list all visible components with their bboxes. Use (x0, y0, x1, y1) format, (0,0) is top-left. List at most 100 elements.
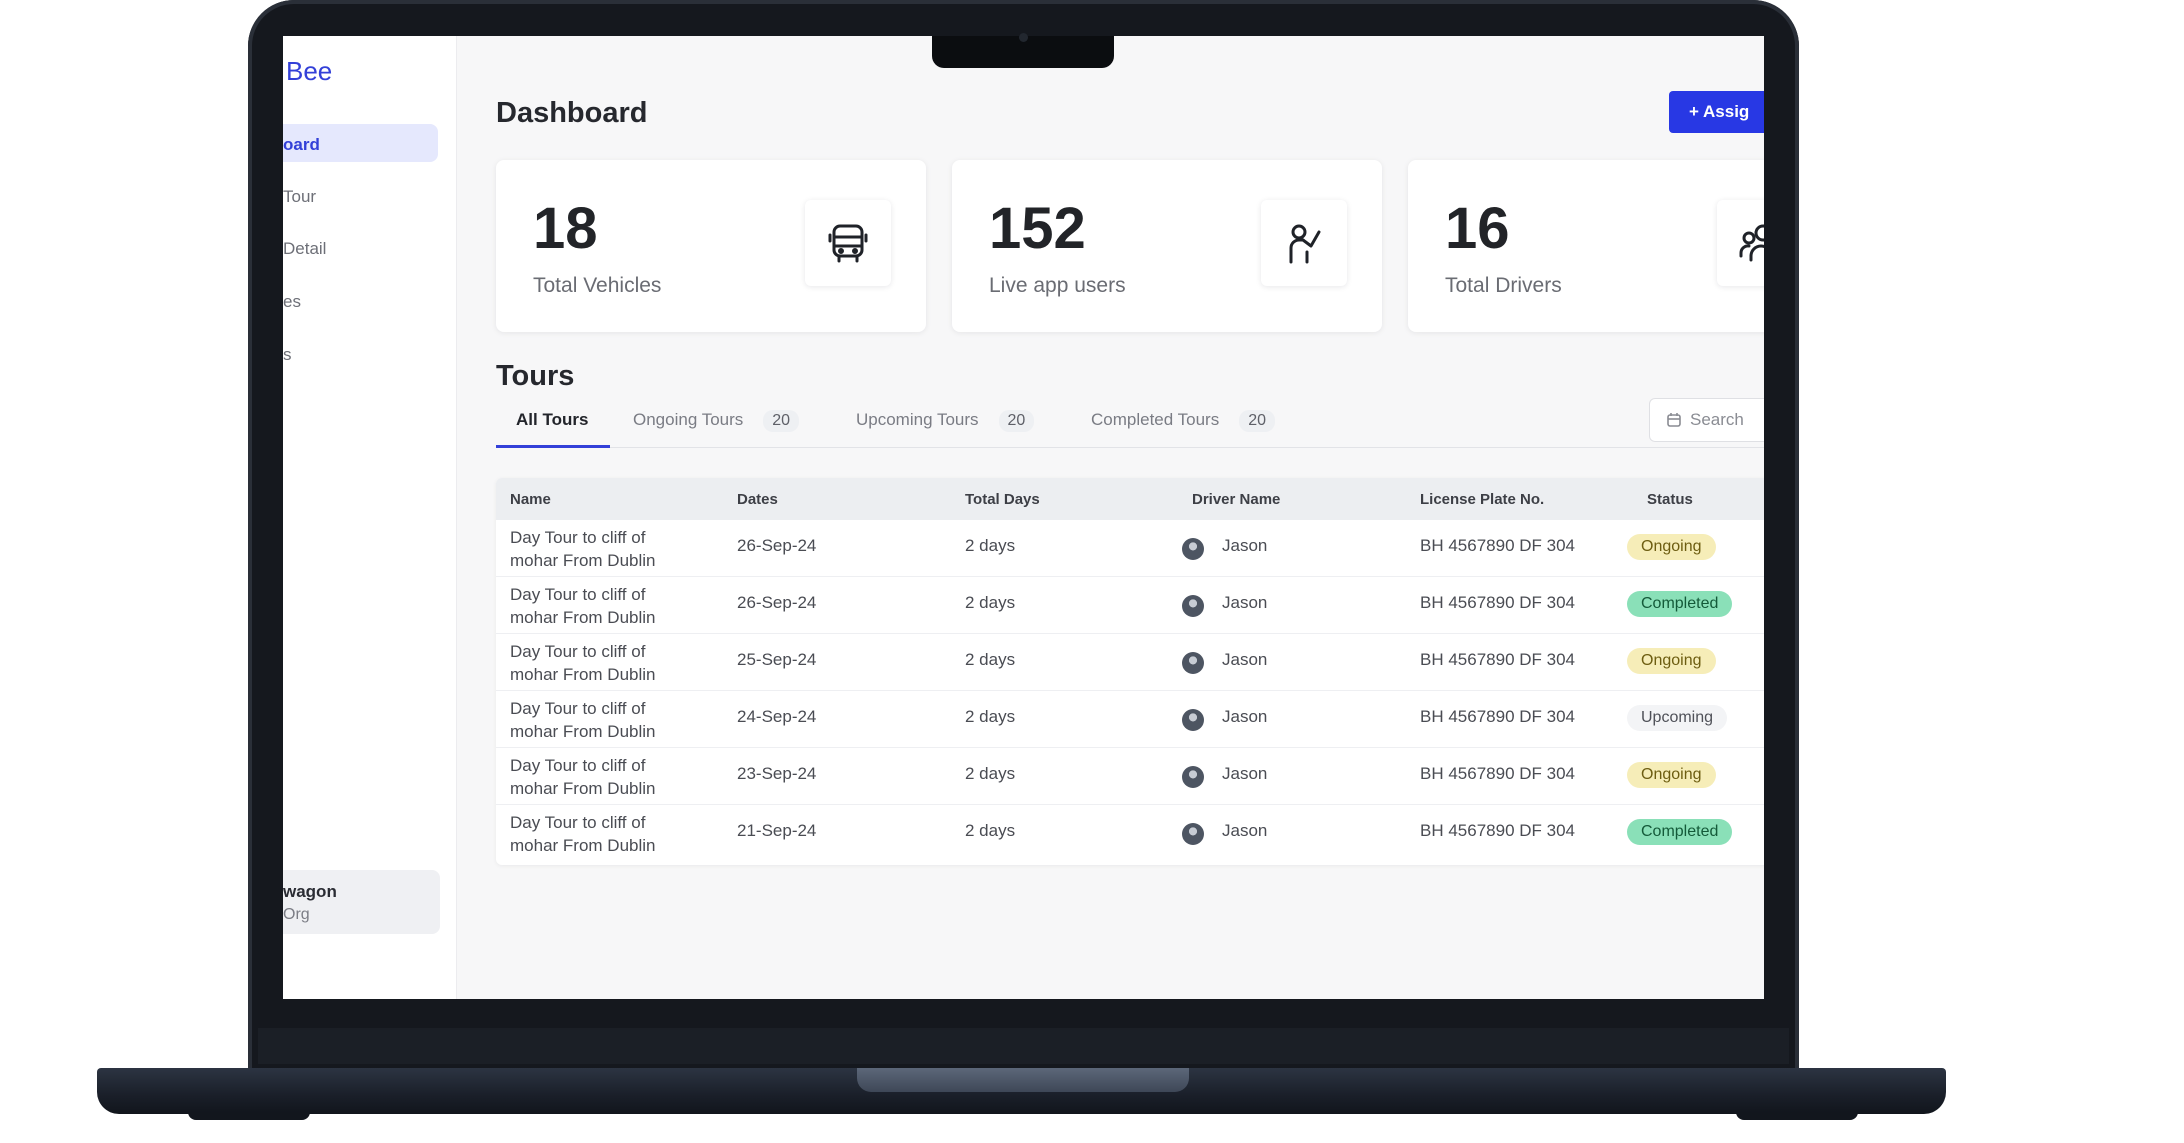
tour-name: Day Tour to cliff of mohar From Dublin (510, 813, 656, 855)
license-plate: BH 4567890 DF 304 (1420, 764, 1575, 783)
sidebar-item-drivers[interactable]: s (283, 345, 292, 364)
tour-date: 26-Sep-24 (737, 536, 817, 555)
license-plate: BH 4567890 DF 304 (1420, 536, 1575, 555)
table-row[interactable]: Day Tour to cliff of mohar From Dublin 2… (496, 805, 1764, 862)
status-badge: Ongoing (1627, 534, 1716, 560)
laptop-bezel-chin (258, 1028, 1789, 1064)
user-wave-icon (1261, 200, 1347, 286)
tour-name: Day Tour to cliff of mohar From Dublin (510, 528, 656, 570)
status-badge: Ongoing (1627, 762, 1716, 788)
license-plate: BH 4567890 DF 304 (1420, 593, 1575, 612)
sidebar-item-tour[interactable]: Tour (283, 187, 317, 206)
tour-date: 21-Sep-24 (737, 821, 817, 840)
calendar-icon (1666, 412, 1682, 433)
sidebar-item-vehicles[interactable]: es (283, 292, 301, 311)
laptop-foot-right (1736, 1112, 1858, 1120)
driver-name: Jason (1222, 707, 1268, 726)
table-header: Name Dates Total Days Driver Name Licens… (496, 478, 1764, 520)
stat-label: Live app users (989, 274, 1126, 297)
tab-count: 20 (998, 410, 1035, 432)
tour-days: 2 days (965, 536, 1016, 555)
search-placeholder: Search (1690, 410, 1744, 429)
tab-label: Upcoming Tours (856, 410, 979, 429)
users-icon (1717, 200, 1764, 286)
tour-days: 2 days (965, 821, 1016, 840)
page-title: Dashboard (496, 97, 648, 129)
avatar (1182, 823, 1204, 845)
tab-label: Ongoing Tours (633, 410, 744, 429)
status-badge: Completed (1627, 819, 1733, 845)
stat-value: 16 (1445, 196, 1510, 261)
stat-label: Total Drivers (1445, 274, 1562, 297)
license-plate: BH 4567890 DF 304 (1420, 821, 1575, 840)
tour-date: 23-Sep-24 (737, 764, 817, 783)
status-badge: Completed (1627, 591, 1733, 617)
tour-date: 25-Sep-24 (737, 650, 817, 669)
laptop-foot-left (188, 1112, 310, 1120)
driver-name: Jason (1222, 650, 1268, 669)
active-tab-indicator (496, 445, 610, 448)
tours-title: Tours (496, 360, 575, 392)
stat-card-users: 152 Live app users (952, 160, 1382, 332)
app-screen: Bee oard Tour Detail es s wagon Org Dash… (283, 36, 1764, 999)
tours-table: Name Dates Total Days Driver Name Licens… (496, 478, 1764, 865)
driver-name: Jason (1222, 764, 1268, 783)
driver-name: Jason (1222, 536, 1268, 555)
avatar (1182, 538, 1204, 560)
stat-value: 18 (533, 196, 598, 261)
column-header-status[interactable]: Status (1647, 491, 1693, 508)
search-input[interactable]: Search (1649, 398, 1764, 442)
tab-ongoing-tours[interactable]: Ongoing Tours 20 (633, 410, 800, 432)
tab-all-tours[interactable]: All Tours (516, 410, 588, 430)
tabs-divider (496, 447, 1764, 448)
column-header-total-days[interactable]: Total Days (965, 491, 1040, 508)
avatar (1182, 709, 1204, 731)
sidebar-item-dashboard[interactable]: oard (283, 124, 438, 162)
tab-label: Completed Tours (1091, 410, 1220, 429)
status-badge: Ongoing (1627, 648, 1716, 674)
tour-days: 2 days (965, 707, 1016, 726)
tab-upcoming-tours[interactable]: Upcoming Tours 20 (856, 410, 1035, 432)
table-row[interactable]: Day Tour to cliff of mohar From Dublin 2… (496, 520, 1764, 577)
org-switcher[interactable]: wagon Org (283, 870, 440, 934)
column-header-name[interactable]: Name (510, 491, 551, 508)
stat-card-drivers: 16 Total Drivers (1408, 160, 1764, 332)
brand-logo[interactable]: Bee (286, 56, 333, 86)
assign-button[interactable]: + Assig (1669, 91, 1764, 133)
org-subtitle: Org (283, 906, 310, 923)
table-row[interactable]: Day Tour to cliff of mohar From Dublin 2… (496, 634, 1764, 691)
bus-icon (805, 200, 891, 286)
stat-label: Total Vehicles (533, 274, 662, 297)
tour-days: 2 days (965, 650, 1016, 669)
camera-icon (1019, 33, 1028, 42)
status-badge: Upcoming (1627, 705, 1728, 731)
tab-count: 20 (763, 410, 800, 432)
table-row[interactable]: Day Tour to cliff of mohar From Dublin 2… (496, 577, 1764, 634)
table-row[interactable]: Day Tour to cliff of mohar From Dublin 2… (496, 748, 1764, 805)
laptop-base-groove (857, 1068, 1189, 1092)
tour-name: Day Tour to cliff of mohar From Dublin (510, 585, 656, 627)
license-plate: BH 4567890 DF 304 (1420, 707, 1575, 726)
tab-label: All Tours (516, 410, 589, 429)
tour-date: 24-Sep-24 (737, 707, 817, 726)
driver-name: Jason (1222, 821, 1268, 840)
tour-date: 26-Sep-24 (737, 593, 817, 612)
tour-name: Day Tour to cliff of mohar From Dublin (510, 642, 656, 684)
stat-card-vehicles: 18 Total Vehicles (496, 160, 926, 332)
tour-name: Day Tour to cliff of mohar From Dublin (510, 699, 656, 741)
sidebar-item-detail[interactable]: Detail (283, 239, 327, 258)
driver-name: Jason (1222, 593, 1268, 612)
column-header-driver[interactable]: Driver Name (1192, 491, 1281, 508)
tab-completed-tours[interactable]: Completed Tours 20 (1091, 410, 1275, 432)
tab-count: 20 (1239, 410, 1275, 432)
stat-value: 152 (989, 196, 1086, 261)
column-header-dates[interactable]: Dates (737, 491, 778, 508)
avatar (1182, 766, 1204, 788)
column-header-plate[interactable]: License Plate No. (1420, 491, 1545, 508)
license-plate: BH 4567890 DF 304 (1420, 650, 1575, 669)
avatar (1182, 652, 1204, 674)
tour-name: Day Tour to cliff of mohar From Dublin (510, 756, 656, 798)
avatar (1182, 595, 1204, 617)
table-row[interactable]: Day Tour to cliff of mohar From Dublin 2… (496, 691, 1764, 748)
tour-days: 2 days (965, 593, 1016, 612)
